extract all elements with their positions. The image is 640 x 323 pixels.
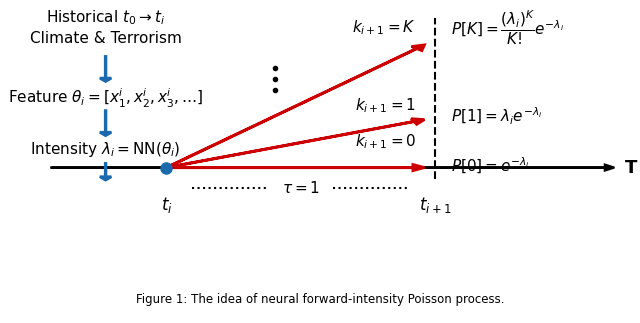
Text: Climate & Terrorism: Climate & Terrorism — [29, 31, 182, 47]
FancyArrow shape — [100, 57, 111, 81]
Text: $k_{i+1} = 0$: $k_{i+1} = 0$ — [355, 132, 416, 151]
Text: Intensity $\lambda_i = \mathrm{NN}(\theta_i)$: Intensity $\lambda_i = \mathrm{NN}(\thet… — [30, 140, 181, 159]
Text: Figure 1: The idea of neural forward-intensity Poisson process.: Figure 1: The idea of neural forward-int… — [136, 293, 504, 306]
Text: Historical $t_0 \rightarrow t_i$: Historical $t_0 \rightarrow t_i$ — [46, 8, 165, 26]
Text: Feature $\theta_i = [x_1^i, x_2^i, x_3^i, \ldots]$: Feature $\theta_i = [x_1^i, x_2^i, x_3^i… — [8, 87, 204, 110]
FancyArrow shape — [166, 119, 424, 168]
Text: $P[K] = \dfrac{(\lambda_i)^K}{K!}e^{-\lambda_i}$: $P[K] = \dfrac{(\lambda_i)^K}{K!}e^{-\la… — [451, 8, 564, 47]
Text: $k_{i+1} = 1$: $k_{i+1} = 1$ — [355, 96, 416, 115]
Text: $k_{i+1} = K$: $k_{i+1} = K$ — [352, 18, 416, 37]
FancyArrow shape — [166, 45, 424, 168]
FancyArrow shape — [100, 110, 111, 136]
FancyArrow shape — [51, 164, 614, 171]
Text: $t_{i+1}$: $t_{i+1}$ — [419, 195, 451, 215]
Text: $\mathbf{T}$: $\mathbf{T}$ — [624, 159, 638, 177]
Text: $\tau = 1$: $\tau = 1$ — [282, 181, 320, 196]
FancyArrow shape — [100, 163, 111, 180]
Text: $P[1] = \lambda_i e^{-\lambda_i}$: $P[1] = \lambda_i e^{-\lambda_i}$ — [451, 106, 543, 127]
Text: $t_i$: $t_i$ — [161, 195, 172, 215]
Text: $P[0] = e^{-\lambda_i}$: $P[0] = e^{-\lambda_i}$ — [451, 156, 530, 176]
FancyArrow shape — [166, 164, 424, 171]
